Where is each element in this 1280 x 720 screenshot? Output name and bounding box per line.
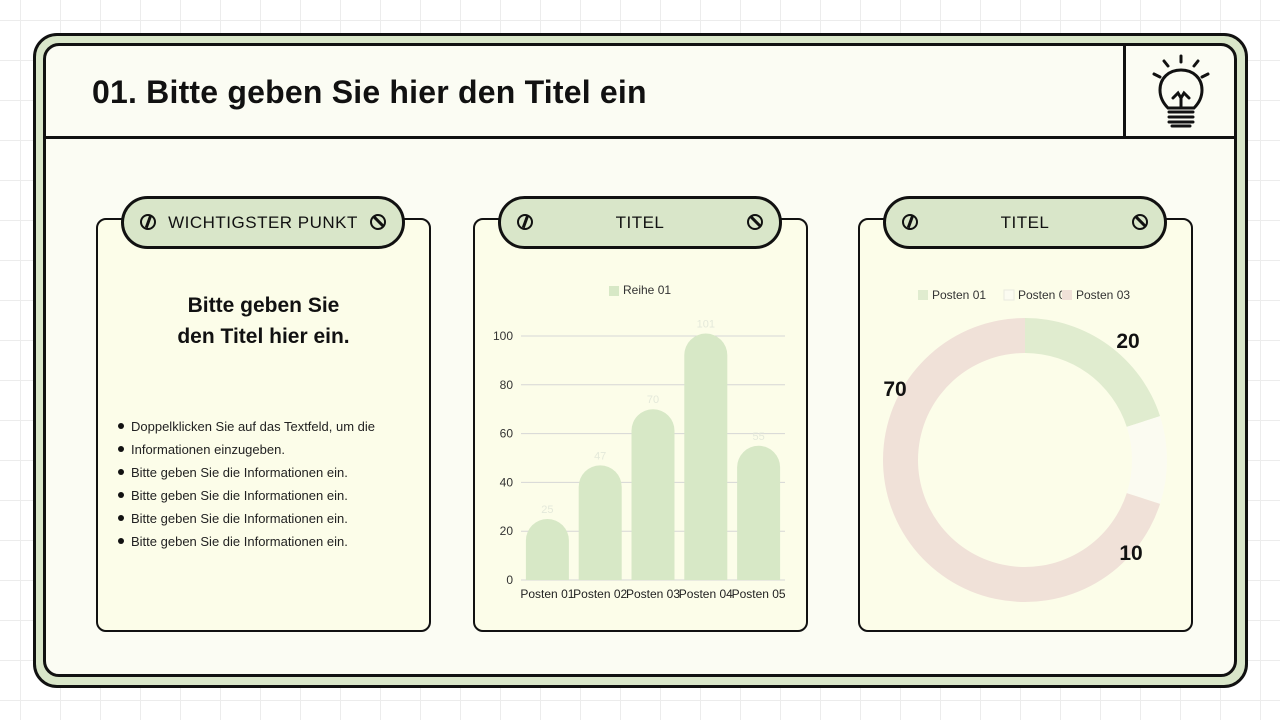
data-label: 25 bbox=[541, 504, 553, 516]
y-tick-label: 0 bbox=[506, 573, 513, 587]
data-label: 20 bbox=[1116, 330, 1139, 353]
lightbulb-icon bbox=[1152, 54, 1210, 128]
data-label: 70 bbox=[647, 394, 659, 406]
slash-circle-icon bbox=[902, 214, 918, 230]
legend-label: Posten 03 bbox=[1076, 288, 1130, 302]
data-label: 55 bbox=[752, 431, 764, 443]
bar bbox=[525, 519, 569, 580]
legend-label: Posten 02 bbox=[1018, 288, 1072, 302]
legend-swatch bbox=[1062, 290, 1072, 300]
y-tick-label: 100 bbox=[493, 329, 513, 343]
data-label: 47 bbox=[594, 450, 606, 462]
x-tick-label: Posten 01 bbox=[520, 587, 574, 601]
bar bbox=[578, 465, 622, 580]
list-item: Bitte geben Sie die Informationen ein. bbox=[118, 484, 375, 507]
icon-box bbox=[1123, 46, 1234, 139]
slash-circle-icon bbox=[1132, 214, 1148, 230]
x-tick-label: Posten 05 bbox=[732, 587, 786, 601]
y-tick-label: 80 bbox=[500, 378, 514, 392]
slash-circle-icon bbox=[140, 214, 156, 230]
list-item: Bitte geben Sie die Informationen ein. bbox=[118, 507, 375, 530]
y-tick-label: 60 bbox=[500, 427, 514, 441]
legend-swatch bbox=[918, 290, 928, 300]
title-line-2: den Titel hier ein. bbox=[177, 325, 350, 348]
donut-slice bbox=[1126, 416, 1167, 504]
bar bbox=[737, 445, 781, 580]
card-key-point bbox=[96, 218, 431, 632]
donut-chart: Posten 01 Posten 02 Posten 03 20 10 70 bbox=[883, 288, 1167, 602]
list-item: Bitte geben Sie die Informationen ein. bbox=[118, 530, 375, 553]
x-tick-label: Posten 04 bbox=[679, 587, 733, 601]
bar bbox=[684, 333, 728, 580]
card-bar-chart-header: TITEL bbox=[498, 196, 782, 249]
card-key-point-header: WICHTIGSTER PUNKT bbox=[121, 196, 405, 249]
card-key-point-heading: WICHTIGSTER PUNKT bbox=[168, 212, 358, 232]
data-label: 101 bbox=[697, 319, 715, 331]
legend-swatch bbox=[1003, 289, 1015, 301]
list-item: Doppelklicken Sie auf das Textfeld, um d… bbox=[118, 415, 375, 438]
card-donut-chart-heading: TITEL bbox=[1000, 212, 1050, 232]
card-key-point-title: Bitte geben Sie den Titel hier ein. bbox=[96, 290, 431, 352]
slash-circle-icon bbox=[517, 214, 533, 230]
card-bar-chart-heading: TITEL bbox=[615, 212, 665, 232]
title-bar: 01. Bitte geben Sie hier den Titel ein bbox=[46, 46, 1234, 139]
legend-swatch bbox=[609, 286, 619, 296]
legend-label: Reihe 01 bbox=[623, 283, 671, 297]
card-donut-chart-header: TITEL bbox=[883, 196, 1167, 249]
bar-chart: Reihe 01 0 20 40 60 80 100 25 Posten 01 47 Posten … bbox=[493, 283, 786, 601]
bar bbox=[631, 409, 675, 580]
list-item: Informationen einzugeben. bbox=[118, 438, 375, 461]
x-tick-label: Posten 03 bbox=[626, 587, 680, 601]
page-title: 01. Bitte geben Sie hier den Titel ein bbox=[92, 74, 647, 110]
data-label: 70 bbox=[883, 378, 906, 401]
list-item: Bitte geben Sie die Informationen ein. bbox=[118, 461, 375, 484]
y-tick-label: 40 bbox=[500, 475, 514, 489]
x-tick-label: Posten 02 bbox=[573, 587, 627, 601]
slash-circle-icon bbox=[370, 214, 386, 230]
y-tick-label: 20 bbox=[500, 524, 514, 538]
slash-circle-icon bbox=[747, 214, 763, 230]
donut-slice bbox=[1025, 318, 1161, 427]
data-label: 10 bbox=[1119, 542, 1142, 565]
legend-label: Posten 01 bbox=[932, 288, 986, 302]
bullet-list: Doppelklicken Sie auf das Textfeld, um d… bbox=[118, 415, 375, 553]
title-line-1: Bitte geben Sie bbox=[187, 294, 340, 317]
